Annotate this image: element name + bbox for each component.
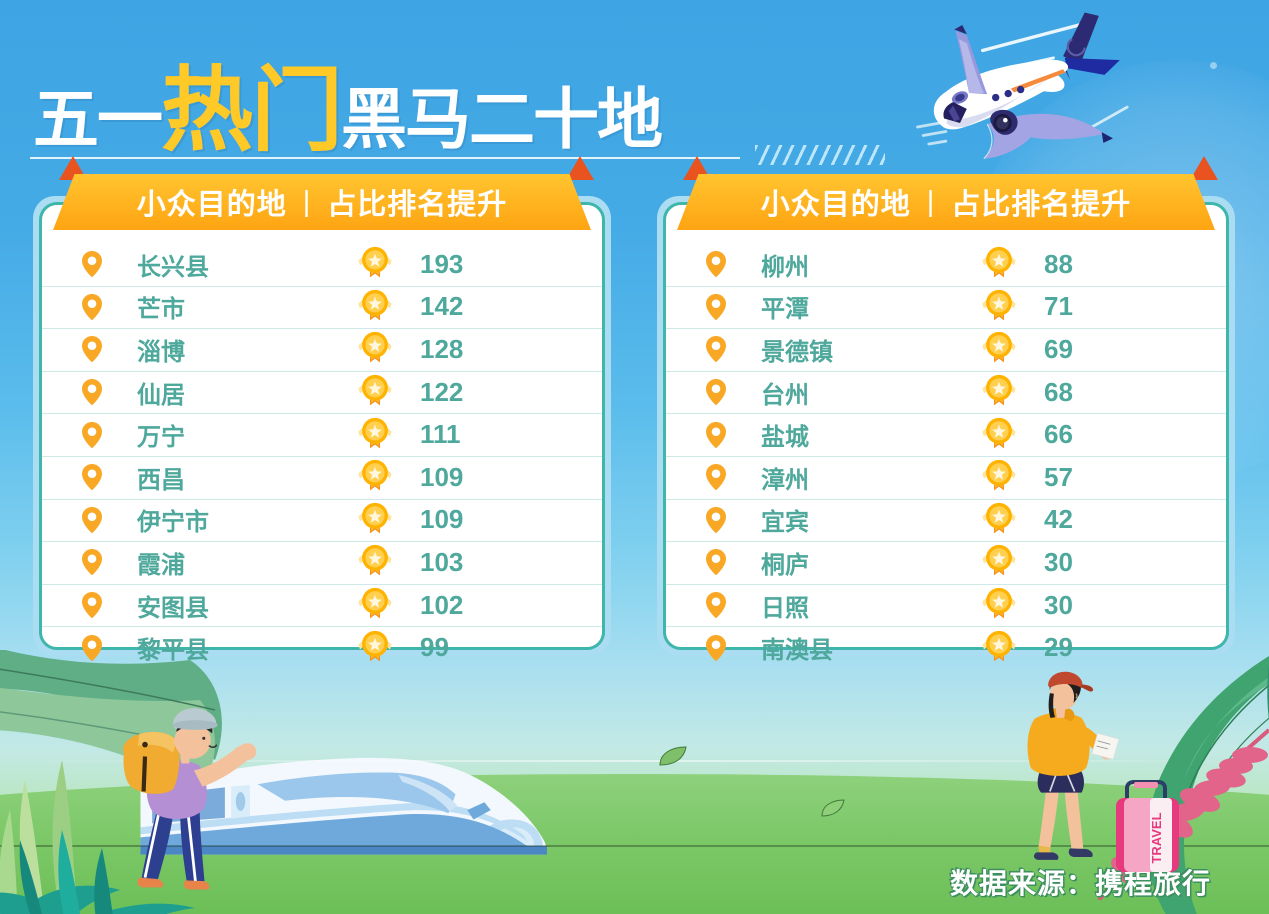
svg-text:TRAVEL: TRAVEL bbox=[1149, 812, 1164, 863]
